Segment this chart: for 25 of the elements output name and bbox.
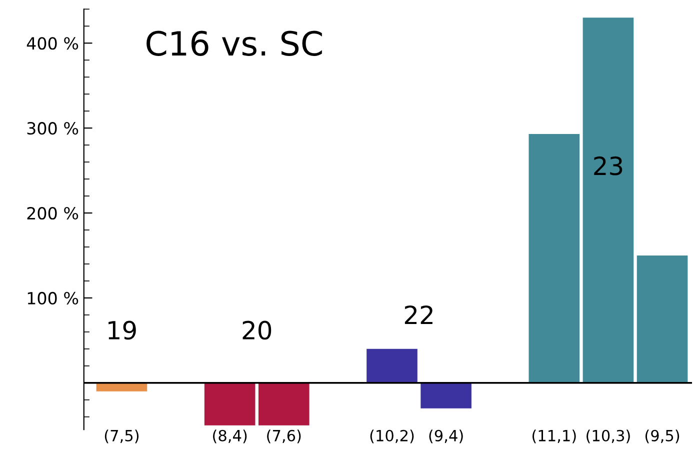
bar [420, 382, 472, 408]
text: C16 vs. SC [146, 30, 322, 56]
bar [366, 348, 418, 383]
annotation: 20 [242, 320, 272, 340]
bar [582, 18, 634, 383]
x-tick-label: (7,6) [267, 430, 301, 444]
y-tick-label: 300 % [27, 122, 78, 135]
y-tick-label: 400 % [26, 37, 78, 50]
annotation: 19 [108, 320, 136, 340]
bar [528, 134, 580, 383]
x-tick-label: (9,4) [429, 430, 463, 444]
x-tick-label: (10,2) [370, 430, 414, 444]
x-tick-label: (11,1) [532, 430, 576, 444]
annotation: 23 [594, 156, 622, 176]
x-tick-label: (7,5) [104, 430, 139, 444]
bar [96, 382, 148, 392]
bar [258, 382, 310, 426]
y-tick-label: 100 % [28, 292, 78, 304]
annotation: 22 [404, 305, 432, 324]
x-tick-label: (10,3) [586, 430, 630, 444]
bar [204, 382, 256, 426]
x-tick-label: (9,5) [645, 430, 680, 444]
bar [636, 255, 688, 383]
x-tick-label: (8,4) [213, 430, 247, 444]
y-tick-label: 200 % [27, 206, 78, 220]
